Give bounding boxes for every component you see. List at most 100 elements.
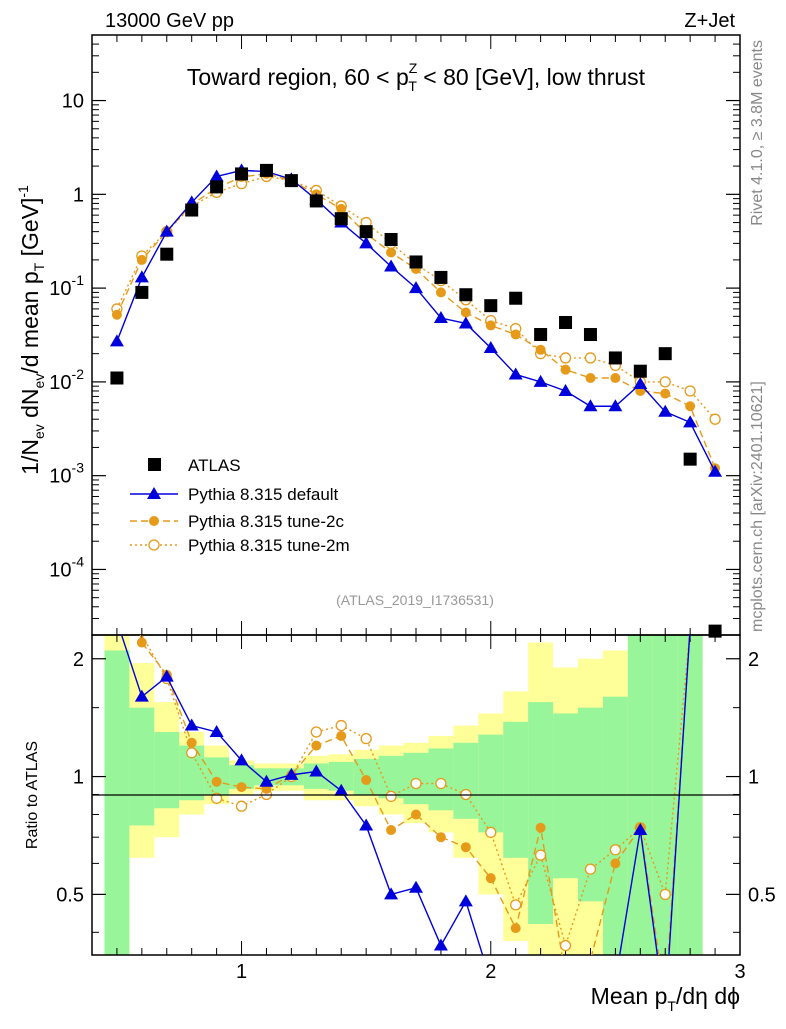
main-point-pythia-8-315-tune-2c-16 [510, 329, 521, 340]
main-point-pythia-8-315-tune-2c-18 [560, 364, 571, 375]
x-tick-label-2: 3 [734, 961, 745, 983]
main-point-atlas-15 [484, 299, 498, 313]
ratio-point-pythia-8-315-default-14 [458, 894, 473, 907]
main-point-atlas-7 [284, 174, 298, 188]
main-point-pythia-8-315-tune-2c-19 [585, 373, 596, 384]
energy-label: 13000 GeV pp [105, 10, 234, 32]
ratio-point-pythia-8-315-default-13 [433, 938, 448, 951]
main-y-axis-label: 1/Nev dNev/d mean pT [GeV]-1 [15, 185, 47, 475]
ratio-point-pythia-8-315-tune-2c-12 [411, 809, 421, 820]
ratio-band-inner-1 [129, 707, 155, 826]
main-point-atlas-24 [708, 624, 722, 638]
main-point-atlas-19 [583, 328, 597, 342]
main-point-atlas-2 [160, 247, 174, 261]
legend-tune2m-label: Pythia 8.315 tune-2m [188, 536, 350, 555]
ratio-point-pythia-8-315-tune-2m-20 [609, 844, 622, 856]
main-point-pythia-8-315-default-17 [533, 374, 548, 387]
ratio-point-pythia-8-315-tune-2m-17 [534, 849, 547, 861]
main-point-pythia-8-315-tune-2c-0 [111, 309, 122, 320]
ratio-point-pythia-8-315-tune-2m-13 [435, 777, 447, 790]
ratio-point-pythia-8-315-tune-2m-8 [310, 726, 322, 738]
ratio-point-pythia-8-315-tune-2m-19 [584, 863, 597, 875]
ratio-point-pythia-8-315-tune-2m-11 [385, 790, 397, 803]
ratio-point-pythia-8-315-tune-2c-10 [361, 774, 372, 785]
main-point-pythia-8-315-default-10 [359, 236, 374, 249]
ratio-point-pythia-8-315-default-2 [159, 669, 174, 682]
main-point-pythia-8-315-default-13 [433, 311, 448, 324]
main-point-pythia-8-315-tune-2c-17 [535, 344, 546, 355]
ratio-point-pythia-8-315-tune-2c-1 [136, 637, 147, 648]
main-point-pythia-8-315-tune-2m-18 [559, 352, 572, 364]
ratio-point-pythia-8-315-tune-2m-16 [510, 899, 522, 911]
ratio-point-pythia-8-315-tune-2c-3 [186, 737, 197, 748]
main-point-atlas-11 [384, 232, 398, 246]
main-point-pythia-8-315-default-11 [384, 259, 399, 272]
main-point-pythia-8-315-default-22 [658, 404, 673, 417]
ratio-series-layer [120, 635, 691, 955]
main-point-pythia-8-315-tune-2m-22 [659, 376, 671, 388]
ratio-band-inner-14 [453, 742, 479, 819]
ratio-point-pythia-8-315-tune-2c-5 [236, 782, 247, 793]
ratio-band-inner-5 [229, 765, 254, 789]
ratio-point-pythia-8-315-tune-2m-18 [559, 939, 572, 952]
main-point-atlas-20 [608, 351, 622, 365]
ratio-point-pythia-8-315-tune-2c-17 [535, 822, 546, 833]
main-point-atlas-3 [185, 203, 199, 217]
main-point-atlas-4 [210, 180, 224, 194]
ratio-point-pythia-8-315-tune-2m-12 [410, 777, 422, 790]
ratio-point-pythia-8-315-default-9 [334, 783, 349, 796]
ratio-point-pythia-8-315-tune-2c-4 [211, 776, 222, 787]
ratio-tick-label-left-0: 0.5 [56, 884, 84, 906]
ratio-band-inner-15 [478, 734, 504, 833]
main-series-line-pythia-8-315-tune-2c [116, 172, 716, 469]
ratio-tick-label-right-0: 0.5 [748, 884, 776, 906]
main-point-pythia-8-315-default-20 [608, 399, 623, 412]
ratio-band-inner-2 [154, 731, 180, 809]
x-axis-label: Mean pT/dη dϕ [591, 983, 740, 1014]
main-tick-label-1: 10-3 [49, 460, 84, 488]
main-point-atlas-6 [259, 163, 273, 177]
main-point-pythia-8-315-tune-2m-19 [584, 352, 597, 364]
main-point-pythia-8-315-tune-2c-13 [435, 287, 446, 298]
main-y-ticks: 10-4 10-3 10-2 10-1 1 10 [49, 34, 740, 619]
main-point-pythia-8-315-tune-2c-9 [336, 203, 347, 214]
main-point-pythia-8-315-default-1 [134, 270, 149, 283]
ratio-tick-label-right-1: 1 [748, 767, 759, 789]
ratio-point-pythia-8-315-default-3 [184, 718, 199, 731]
main-point-pythia-8-315-default-4 [209, 169, 224, 182]
ratio-point-pythia-8-315-tune-2m-9 [335, 719, 347, 732]
main-point-atlas-12 [409, 255, 423, 269]
legend-tune2c-label: Pythia 8.315 tune-2c [188, 512, 344, 531]
ratio-point-pythia-8-315-default-8 [309, 764, 324, 777]
main-point-atlas-9 [334, 212, 348, 226]
main-tick-label-5: 10 [62, 91, 84, 113]
ratio-point-pythia-8-315-tune-2c-13 [435, 832, 446, 843]
main-point-pythia-8-315-default-12 [409, 281, 423, 294]
ratio-point-pythia-8-315-default-7 [284, 767, 299, 780]
ratio-band-inner-18 [553, 713, 578, 879]
ratio-band-inner-20 [602, 696, 628, 955]
ratio-band-inner-0 [104, 650, 130, 955]
analysis-id: (ATLAS_2019_I1736531) [336, 592, 494, 608]
main-point-pythia-8-315-tune-2m-23 [684, 385, 696, 397]
main-series-line-pythia-8-315-default [116, 169, 716, 473]
x-tick-label-1: 2 [485, 961, 496, 983]
main-point-pythia-8-315-tune-2m-24 [709, 413, 721, 425]
legend-default-marker [147, 487, 161, 499]
ratio-point-pythia-8-315-tune-2c-9 [336, 730, 347, 741]
ratio-point-pythia-8-315-tune-2c-11 [386, 825, 397, 836]
ratio-point-pythia-8-315-default-5 [234, 753, 249, 766]
main-point-pythia-8-315-tune-2c-23 [685, 401, 696, 412]
ratio-point-pythia-8-315-default-1 [134, 689, 149, 702]
main-point-pythia-8-315-tune-2c-22 [660, 388, 671, 399]
ratio-tick-label-left-2: 2 [73, 649, 84, 671]
ratio-band-inner-16 [503, 721, 529, 858]
x-axis-ticks: 1 2 3 [91, 35, 746, 983]
ratio-y-ticks: 0.5 0.5 1 1 2 2 [56, 649, 776, 933]
main-point-atlas-1 [135, 285, 149, 299]
x-tick-label-0: 1 [236, 961, 247, 983]
ratio-point-pythia-8-315-tune-2c-16 [510, 923, 521, 934]
main-point-pythia-8-315-default-16 [508, 367, 523, 380]
main-series-layer [109, 163, 723, 638]
